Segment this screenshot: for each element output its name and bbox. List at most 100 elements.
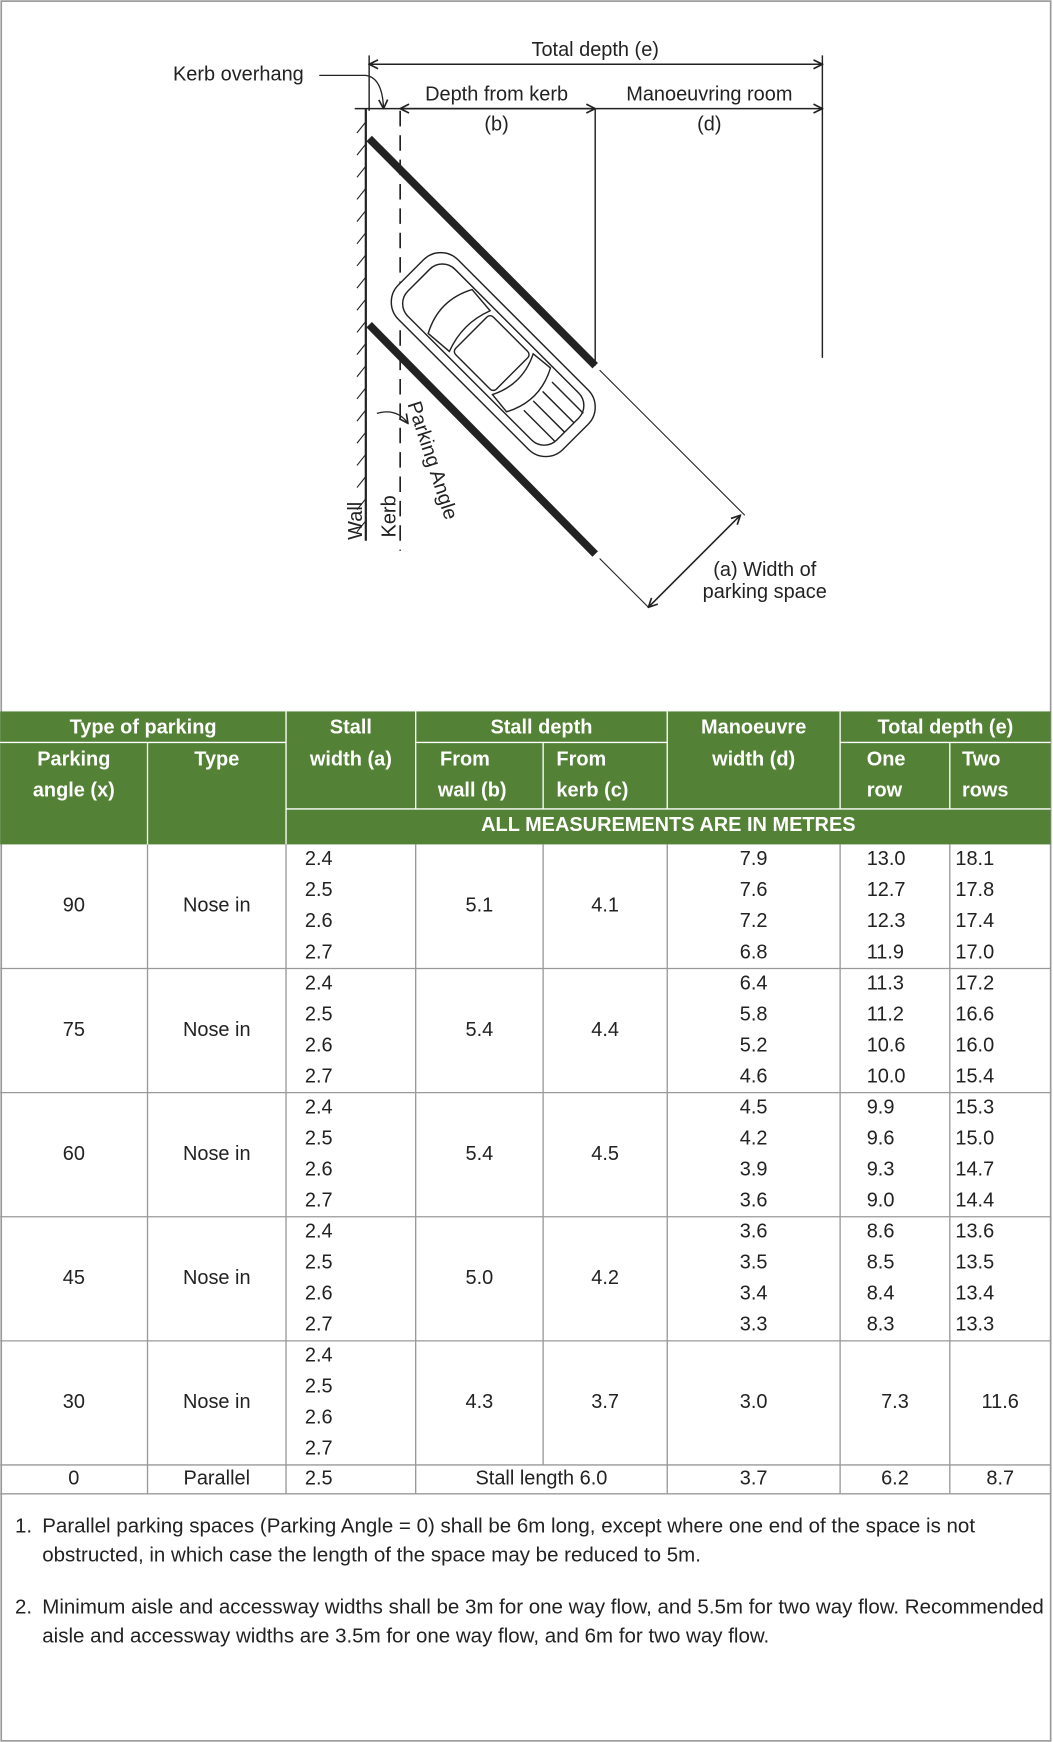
cell-text: wall (b) — [437, 779, 507, 801]
cell-text: 17.4 — [955, 910, 994, 932]
cell-text: Type — [194, 748, 239, 770]
cell-text: 9.3 — [867, 1158, 895, 1180]
cell-text: 3.6 — [740, 1221, 768, 1243]
cell-text: 4.5 — [591, 1143, 619, 1165]
cell-text: 12.3 — [867, 910, 906, 932]
cell-text: width (a) — [309, 748, 392, 770]
cell-text: 2.6 — [305, 1407, 333, 1429]
car — [390, 251, 596, 458]
leader-line — [319, 74, 383, 108]
cell-text: ALL MEASUREMENTS ARE IN METRES — [481, 814, 855, 836]
cell-text: 12.7 — [867, 879, 906, 901]
cell-text: 16.0 — [955, 1034, 994, 1056]
cell-text: One — [867, 748, 906, 770]
cell-text: 2.7 — [305, 941, 333, 963]
cell-text: 9.6 — [867, 1127, 895, 1149]
cell-text: 13.6 — [955, 1221, 994, 1243]
cell-text: Nose in — [183, 1391, 251, 1413]
cell-text: 4.2 — [740, 1127, 768, 1149]
cell-text: 8.5 — [867, 1252, 895, 1274]
cell-text: 9.9 — [867, 1096, 895, 1118]
label: Kerb — [378, 495, 400, 537]
cell-text: 4.6 — [740, 1065, 768, 1087]
cell-text: 2.7 — [305, 1189, 333, 1211]
cell-text: 2.7 — [305, 1065, 333, 1087]
extension-line — [599, 558, 649, 608]
cell-text: 9.0 — [867, 1189, 895, 1211]
cell-text: 5.8 — [740, 1003, 768, 1025]
wall-hatching — [356, 121, 367, 533]
extension-line — [599, 369, 746, 516]
cell-text: 11.9 — [867, 941, 904, 963]
cell-text: 2.4 — [305, 848, 333, 870]
cell-text: 2.4 — [305, 1096, 333, 1118]
cell-text: 14.4 — [955, 1189, 994, 1211]
cell-text: 2.5 — [305, 879, 333, 901]
stall-line — [366, 135, 598, 369]
cell-text: 5.2 — [740, 1034, 768, 1056]
cell-text: 2.7 — [305, 1314, 333, 1336]
cell-text: 7.3 — [881, 1391, 909, 1413]
cell-text: 2.6 — [305, 910, 333, 932]
cell-text: Two — [962, 748, 1000, 770]
label: (d) — [697, 113, 721, 135]
cell-text: 17.2 — [955, 972, 994, 994]
cell-text: From — [440, 748, 490, 770]
cell-text: 2.4 — [305, 972, 333, 994]
cell-text: 13.4 — [955, 1283, 994, 1305]
cell-text: 2.5 — [305, 1127, 333, 1149]
cell-text: Nose in — [183, 1267, 251, 1289]
cell-text: 30 — [63, 1391, 85, 1413]
cell-text: Nose in — [183, 1143, 251, 1165]
cell-text: 10.0 — [867, 1065, 906, 1087]
notes: Parallel parking spaces (Parking Angle =… — [0, 1512, 1051, 1739]
cell-text: 3.7 — [740, 1468, 768, 1490]
cell-text: row — [867, 779, 903, 801]
cell-text: Parallel — [184, 1468, 251, 1490]
cell-text: 3.3 — [740, 1314, 768, 1336]
cell-text: 8.7 — [986, 1468, 1014, 1490]
dimension-line — [648, 514, 741, 607]
cell-text: kerb (c) — [556, 779, 628, 801]
label: Kerb overhang — [173, 64, 304, 86]
cell-text: 3.4 — [740, 1283, 768, 1305]
cell-text: 45 — [63, 1267, 85, 1289]
cell-text: 4.1 — [591, 895, 619, 917]
cell-text: 3.9 — [740, 1158, 768, 1180]
cell-text: 8.6 — [867, 1221, 895, 1243]
cell-text: 11.3 — [867, 972, 904, 994]
cell-text: 60 — [63, 1143, 85, 1165]
label: parking space — [703, 581, 827, 603]
cell-text: 8.3 — [867, 1314, 895, 1336]
cell-text: 75 — [63, 1019, 85, 1041]
table: Type of parking Stall width (a) Stall depth… — [0, 711, 1051, 1495]
cell-text: 3.6 — [740, 1189, 768, 1211]
cell-text: 2.7 — [305, 1438, 333, 1460]
cell-text: 13.5 — [955, 1252, 994, 1274]
label: (a) Width of — [713, 559, 816, 581]
cell-text: 17.0 — [955, 941, 994, 963]
cell-text: Stall length 6.0 — [476, 1468, 608, 1490]
cell-text: 11.6 — [982, 1391, 1019, 1413]
cell-text: 17.8 — [955, 879, 994, 901]
cell-text: 5.4 — [466, 1019, 494, 1041]
cell-text: 4.2 — [591, 1267, 619, 1289]
cell-text: 6.8 — [740, 941, 768, 963]
cell-text: 8.4 — [867, 1283, 895, 1305]
cell-text: 3.5 — [740, 1252, 768, 1274]
cell-text: 18.1 — [955, 848, 994, 870]
cell-text: 10.6 — [867, 1034, 906, 1056]
cell-text: 2.6 — [305, 1158, 333, 1180]
cell-text: 6.2 — [881, 1468, 909, 1490]
cell-text: 2.5 — [305, 1376, 333, 1398]
cell-text: 90 — [63, 895, 85, 917]
cell-text: 6.4 — [740, 972, 768, 994]
cell-text: angle (x) — [33, 779, 115, 801]
cell-text: 5.1 — [466, 895, 494, 917]
cell-text: 4.3 — [466, 1391, 494, 1413]
cell-text: width (d) — [711, 748, 795, 770]
cell-text: Manoeuvre — [701, 716, 806, 738]
cell-text: Nose in — [183, 895, 251, 917]
label: Wall — [345, 502, 367, 540]
